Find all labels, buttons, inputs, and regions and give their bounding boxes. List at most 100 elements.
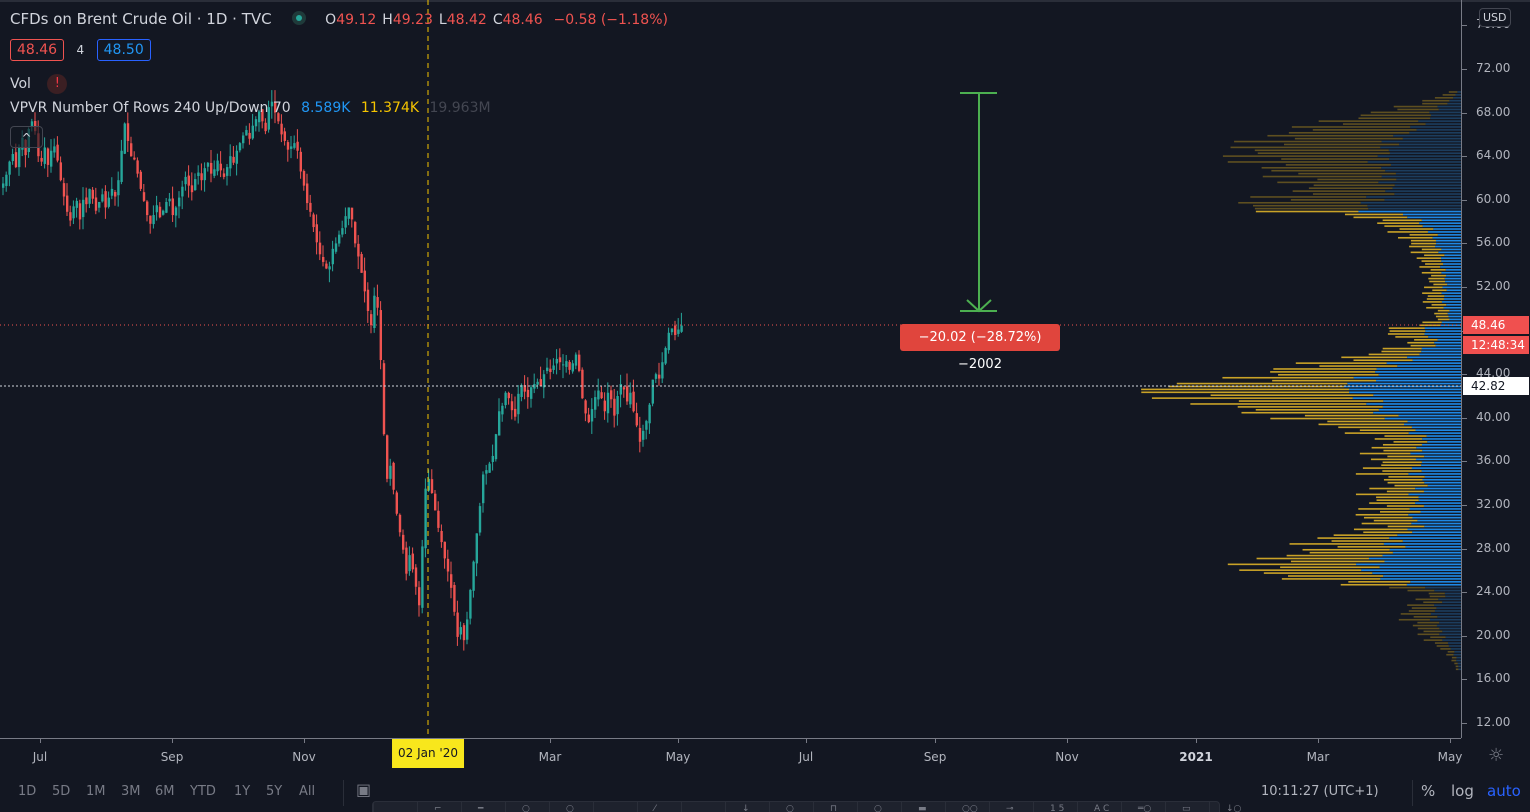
drawing-tool-button[interactable]: ○○ (945, 802, 989, 812)
time-tick: May (665, 750, 691, 764)
drawing-tool-icon: ○ (874, 804, 882, 812)
time-tick-mark (678, 739, 679, 743)
currency-button[interactable]: USD (1479, 8, 1511, 27)
drawing-tool-button[interactable]: ○ (857, 802, 901, 812)
vpvr-up-volume: 8.589K (301, 100, 351, 116)
price-range-arrow[interactable] (960, 92, 997, 313)
warning-icon[interactable]: ! (47, 74, 68, 94)
time-tick: Mar (538, 750, 562, 764)
drawing-tool-button[interactable]: ▬ (901, 802, 945, 812)
vpvr-legend[interactable]: VPVR Number Of Rows 240 Up/Down 70 8.589… (10, 100, 491, 116)
ohlc-values: O49.12 H49.23 L48.42 C48.46 (325, 10, 549, 28)
top-border (0, 0, 1530, 2)
clock[interactable]: 10:11:27 (UTC+1) (1261, 784, 1379, 799)
time-tick-mark (1196, 739, 1197, 743)
range-button-1y[interactable]: 1Y (234, 784, 251, 799)
vpvr-total-volume: 19.963M (429, 100, 491, 116)
drawing-tool-button[interactable]: ▭ (1165, 802, 1209, 812)
price-tick: 68.00 (1462, 105, 1530, 119)
range-button-all[interactable]: All (299, 784, 316, 799)
range-button-6m[interactable]: 6M (155, 784, 175, 799)
drawing-tool-button[interactable]: ○ (549, 802, 593, 812)
ohlc-value: 48.42 (446, 12, 487, 28)
log-scale-toggle[interactable]: log (1451, 782, 1474, 800)
drawing-tool-button[interactable]: ⊸ (989, 802, 1033, 812)
collapse-legend-chevron-up-icon[interactable]: ^ (10, 126, 43, 148)
time-tick-mark (304, 739, 305, 743)
chart-pane[interactable] (0, 0, 1461, 738)
percent-scale-toggle[interactable]: % (1421, 782, 1436, 800)
drawing-tool-icon: ⌐ (434, 804, 442, 812)
drawing-tool-icon: ○ (522, 804, 530, 812)
price-tick: 36.00 (1462, 453, 1530, 467)
drawing-tool-button[interactable]: ═○ (1121, 802, 1165, 812)
drawing-tool-icon: ═○ (1138, 804, 1152, 812)
settings-gear-icon[interactable]: ☼ (1488, 745, 1505, 766)
time-tick: Nov (1055, 750, 1079, 764)
price-tick: 40.00 (1462, 410, 1530, 424)
drawing-tool-button[interactable]: ○ (505, 802, 549, 812)
ohlc-value: 48.46 (502, 12, 543, 28)
volume-legend[interactable]: Vol ! (10, 74, 68, 94)
drawing-tool-button[interactable] (593, 802, 637, 812)
drawing-tool-button[interactable]: A C (1077, 802, 1121, 812)
price-axis[interactable]: 76.0072.0068.0064.0060.0056.0052.0048.00… (1461, 0, 1530, 738)
time-tick-mark (40, 739, 41, 743)
drawing-tool-button[interactable] (681, 802, 725, 812)
goto-date-calendar-icon[interactable]: ▣ (356, 780, 372, 799)
vpvr-down-volume: 11.374K (360, 100, 420, 116)
time-tick: Jul (798, 750, 814, 764)
drawing-tool-button[interactable]: ⌐ (417, 802, 461, 812)
drawing-tool-button[interactable]: ━ (461, 802, 505, 812)
drawing-tool-icon: ▬ (918, 804, 927, 812)
price-tick: 28.00 (1462, 541, 1530, 555)
volume-label[interactable]: Vol (10, 76, 31, 92)
drawing-tool-icon: ○ (566, 804, 574, 812)
drawing-tool-icon: ○○ (962, 804, 978, 812)
drawing-tool-button[interactable]: ↓ (725, 802, 769, 812)
drawing-tool-button[interactable]: ⁄ (637, 802, 681, 812)
auto-scale-toggle[interactable]: auto (1487, 782, 1521, 800)
drawing-tool-button[interactable] (373, 802, 417, 812)
spread-value: 4 (76, 43, 85, 57)
market-status-icon (292, 10, 307, 25)
time-tick-mark (1450, 739, 1451, 743)
drawing-tool-icon: A C (1094, 804, 1110, 812)
symbol-legend[interactable]: CFDs on Brent Crude Oil · 1D · TVC O49.1… (10, 10, 674, 28)
drawing-tool-icon: ⁄ (654, 804, 656, 812)
time-tick: Jul (32, 750, 48, 764)
drawing-tool-button[interactable]: ○ (769, 802, 813, 812)
measure-label: −20.02 (−28.72%) −2002 (900, 324, 1060, 372)
range-button-3m[interactable]: 3M (121, 784, 141, 799)
drawing-tool-icon: ↓ (742, 804, 750, 812)
drawing-tool-icon: ↓○ (1226, 804, 1242, 812)
time-tick: 2021 (1179, 750, 1213, 764)
time-tick-mark (1067, 739, 1068, 743)
price-tick: 60.00 (1462, 192, 1530, 206)
range-button-1m[interactable]: 1M (86, 784, 106, 799)
time-axis[interactable]: Jul Sep Nov Mar May Jul Sep Nov 2021 Mar May 02 Ja… (0, 738, 1463, 772)
range-button-1d[interactable]: 1D (18, 784, 37, 799)
time-tick-mark (806, 739, 807, 743)
bar-countdown-label: 12:48:34 (1463, 336, 1529, 354)
time-tick: May (1437, 750, 1463, 764)
crosshair-date-label: 02 Jan '20 (392, 739, 464, 768)
range-button-5y[interactable]: 5Y (266, 784, 283, 799)
crosshair-price-label: 42.82 (1463, 377, 1529, 395)
sell-button[interactable]: 48.46 (10, 39, 65, 61)
time-tick-mark (1318, 739, 1319, 743)
drawing-tool-button[interactable]: 1 5 (1033, 802, 1077, 812)
symbol-title[interactable]: CFDs on Brent Crude Oil · 1D · TVC (10, 10, 272, 28)
vpvr-label[interactable]: VPVR Number Of Rows 240 Up/Down 70 (10, 100, 291, 116)
drawing-tool-button[interactable]: ↓○ (1209, 802, 1253, 812)
ohlc-value: 49.23 (392, 12, 433, 28)
range-button-5d[interactable]: 5D (52, 784, 71, 799)
drawing-tool-icon: ⊓ (830, 804, 838, 812)
price-change: −0.58 (−1.18%) (553, 12, 668, 28)
buy-button[interactable]: 48.50 (96, 39, 151, 61)
range-button-ytd[interactable]: YTD (190, 784, 216, 799)
drawing-tool-button[interactable]: ⊓ (813, 802, 857, 812)
price-tick: 52.00 (1462, 279, 1530, 293)
